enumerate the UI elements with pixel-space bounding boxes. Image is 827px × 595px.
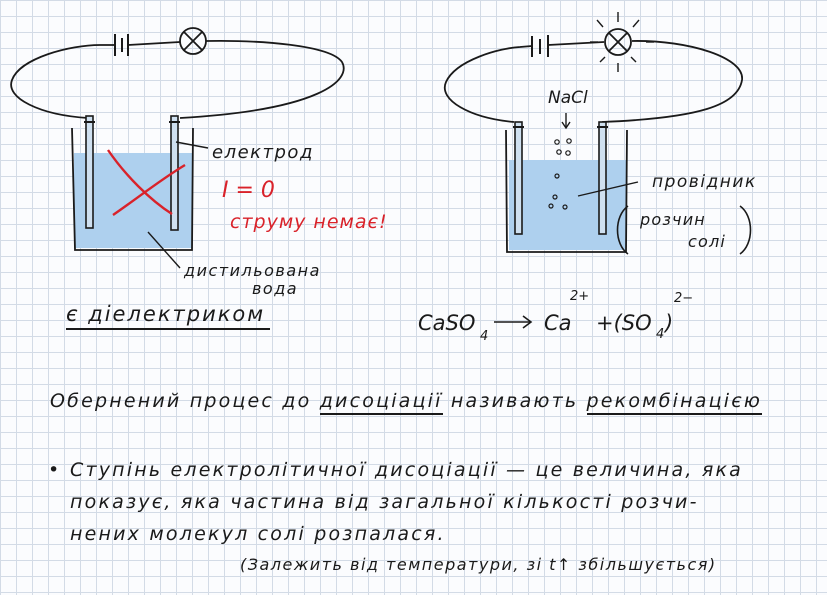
conductor-pointer [577,181,639,197]
degree-note-line-2: показує, яка частина від загальної кільк… [70,491,699,513]
left-red-cross-icon [107,149,186,216]
degree-note-text-3: нених молекул солі розпалася. [70,523,446,545]
solution-label-2: солі [688,232,726,251]
left-wire [10,39,345,119]
note-text-c: називають [442,390,587,412]
salt-label: NaCl [548,88,588,108]
salt-particles [548,138,572,210]
conductor-label: провідник [652,172,757,192]
dissociation-equation: CaSO 4 Ca 2+ +(SO 4 ) 2− [418,289,693,344]
product-anion-subscript: 4 [656,327,664,342]
bullet-icon: • [48,459,62,481]
product-anion-charge: 2− [674,291,693,306]
temperature-note-text: (Залежить від температури, зі t↑ збільшу… [240,555,717,574]
bullet-marker: • [48,459,61,481]
right-water [509,160,626,250]
current-zero-label: I = 0 [222,178,275,203]
product-anion-open: +(SO [596,311,652,335]
note-term-recombination: рекомбінацією [586,390,763,415]
note-term-dissociation: дисоціації [319,390,443,415]
degree-note-text-1: Ступінь електролітичної дисоціації — це … [70,459,744,481]
note-text-a: Обернений процес до [50,390,320,412]
right-setup [443,12,752,255]
water-label-1: дистильована [183,261,321,280]
degree-note-line-1: Ступінь електролітичної дисоціації — це … [70,459,743,481]
right-electrodes [514,121,607,235]
left-setup [10,27,345,269]
degree-note-text-2: показує, яка частина від загальної кільк… [70,491,699,513]
temperature-note: (Залежить від температури, зі t↑ збільшу… [240,555,717,574]
left-battery-icon [114,34,129,56]
degree-note-line-3: нених молекул солі розпалася. [70,523,446,545]
right-battery-icon [531,35,549,57]
product-cation-charge: 2+ [570,289,589,304]
water-pointer [147,231,181,269]
electrode-label: електрод [212,142,314,163]
right-beaker [505,129,628,253]
left-beaker [71,127,194,251]
reaction-arrow-icon [494,315,533,329]
recombination-note: Обернений процес до дисоціації називають… [50,390,763,415]
product-cation: Ca [544,311,572,335]
left-lamp-icon [179,27,207,55]
reactant-subscript: 4 [480,329,488,344]
dielectric-conclusion-text: є діелектриком [66,302,266,326]
dielectric-conclusion: є діелектриком [66,302,270,330]
reactant: CaSO [418,311,475,335]
electrode-pointer [175,141,209,149]
product-anion-close: ) [663,311,673,335]
lamp-rays-icon [590,12,654,72]
right-lamp-icon [604,28,632,56]
water-label-2: вода [252,279,298,298]
right-wire [443,40,743,123]
salt-arrow-icon [561,113,571,130]
no-current-label: струму немає! [230,211,388,233]
solution-label-1: розчин [639,210,706,229]
